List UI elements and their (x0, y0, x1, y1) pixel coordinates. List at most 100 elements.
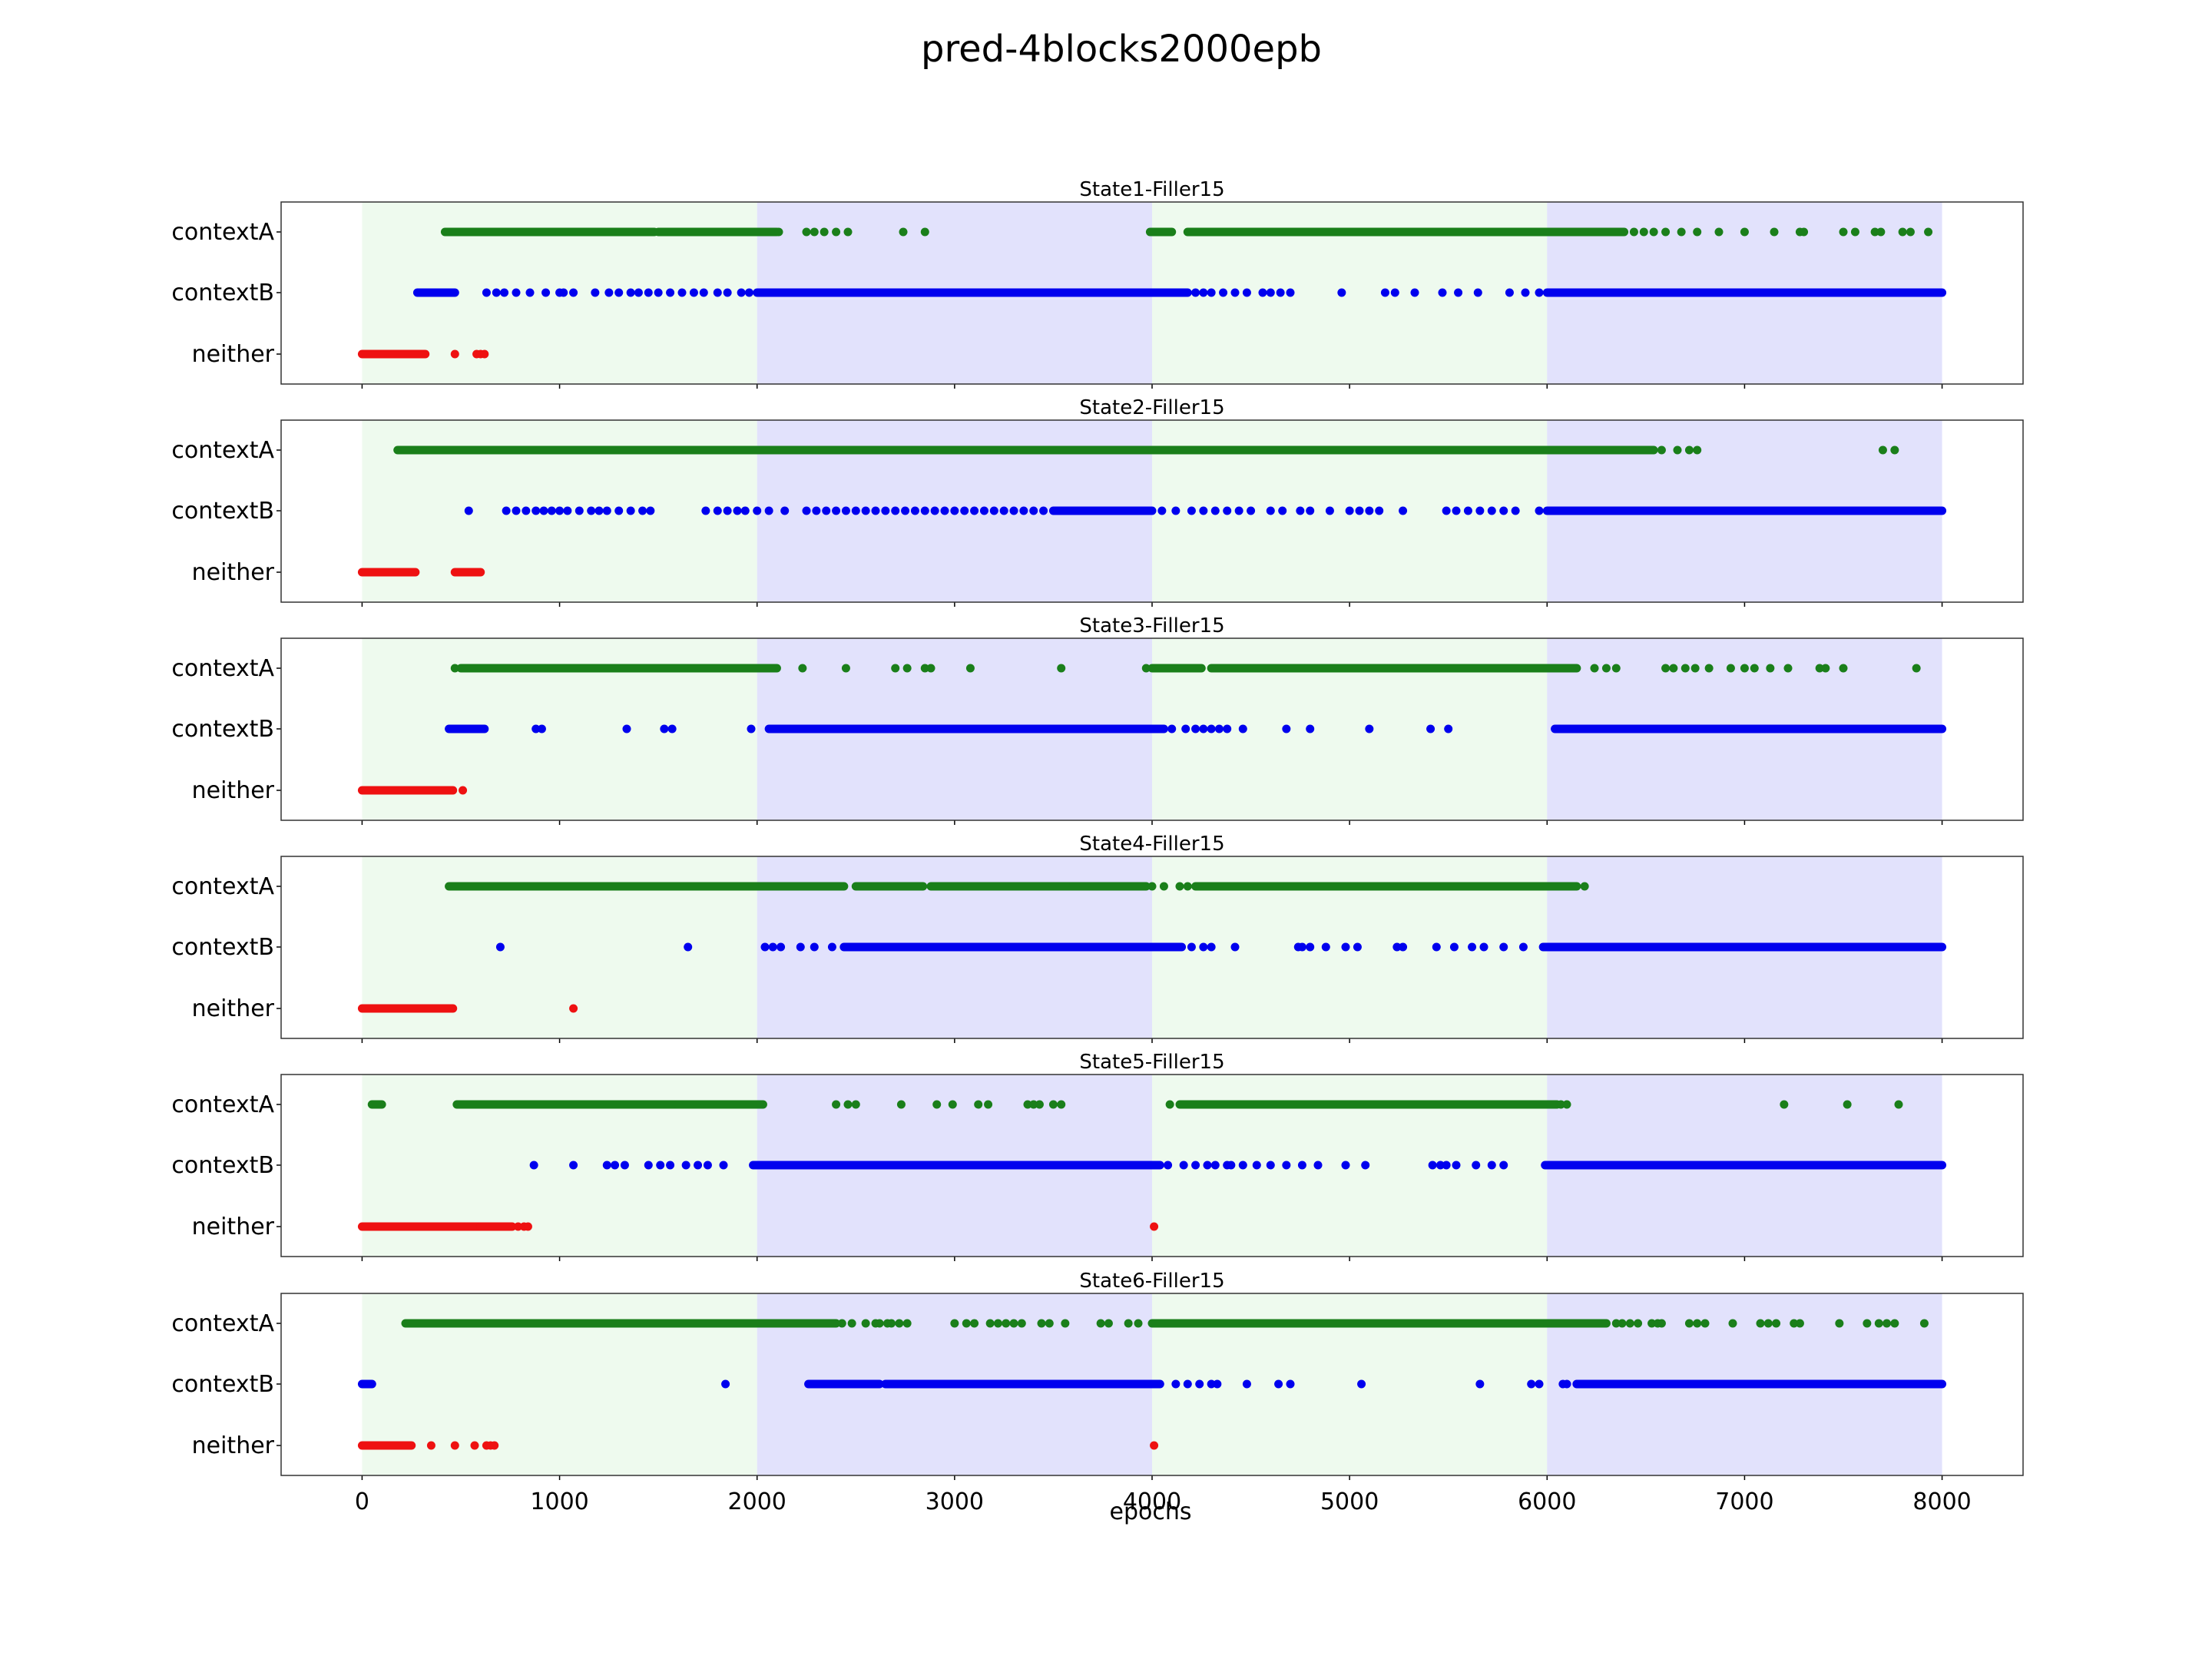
point-contextB (1278, 506, 1287, 515)
chart-title: pred-4blocks2000epb (921, 28, 1322, 71)
point-contextB (1029, 506, 1038, 515)
point-contextB (1167, 724, 1177, 733)
point-contextB (1210, 1161, 1220, 1170)
point-contextB (547, 506, 556, 515)
panels: State1-Filler15contextAcontextBneitherSt… (171, 178, 2024, 1480)
panel-frame (280, 419, 2024, 603)
panel-6: State6-Filler15 contextA contextB neither (171, 1270, 2024, 1480)
point-contextB (495, 942, 505, 952)
panel-title: State3-Filler15 (1079, 614, 1224, 637)
point-contextB (1227, 1161, 1236, 1170)
point-contextB (602, 506, 611, 515)
point-contextB (1164, 1161, 1173, 1170)
panel-frame (280, 637, 2024, 821)
point-contextB (1191, 724, 1200, 733)
panel-3: State3-Filler15 contextA contextB neither (171, 614, 2024, 825)
point-contextB (656, 1161, 665, 1170)
point-contextA (1634, 1319, 1643, 1328)
point-contextB (689, 288, 698, 297)
point-contextB (780, 506, 790, 515)
point-contextB (802, 506, 811, 515)
point-contextA (1924, 227, 1933, 237)
point-contextA (895, 1319, 904, 1328)
point-contextB (1210, 506, 1220, 515)
point-contextB (1499, 942, 1508, 952)
point-contextA (1883, 1319, 1892, 1328)
point-contextB (677, 288, 687, 297)
point-contextB (812, 506, 821, 515)
point-contextA (1159, 882, 1168, 891)
point-contextB (1475, 506, 1485, 515)
point-contextB (614, 288, 624, 297)
x-tick-label: 4000 (1123, 1488, 1181, 1515)
point-contextA (896, 1100, 906, 1109)
point-contextB (777, 942, 786, 952)
point-neither (514, 1222, 523, 1231)
row-label-contextB: contextB (171, 1371, 274, 1398)
point-contextA (887, 1319, 896, 1328)
row-label-neither: neither (192, 777, 275, 804)
point-contextB (559, 288, 568, 297)
row-label-contextA: contextA (171, 873, 274, 900)
point-contextB (979, 506, 988, 515)
point-contextA (1684, 1319, 1694, 1328)
point-contextB (644, 288, 653, 297)
point-contextB (1207, 1379, 1216, 1389)
point-contextB (1258, 288, 1267, 297)
point-neither (1150, 1222, 1159, 1231)
point-contextB (482, 288, 491, 297)
point-contextB (694, 1161, 703, 1170)
point-contextB (1223, 506, 1232, 515)
point-contextB (744, 288, 753, 297)
point-contextA (1780, 1100, 1789, 1109)
point-contextB (666, 1161, 675, 1170)
point-contextB (464, 506, 473, 515)
point-contextB (654, 288, 663, 297)
point-contextB (1242, 1379, 1251, 1389)
panel-frame (280, 856, 2024, 1039)
point-contextB (1435, 1161, 1445, 1170)
point-contextB (1214, 724, 1224, 733)
point-contextA (1876, 227, 1886, 237)
point-contextA (1700, 1319, 1710, 1328)
point-contextB (1452, 1161, 1461, 1170)
point-contextB (1183, 1379, 1192, 1389)
point-contextA (985, 1319, 995, 1328)
point-contextB (1341, 942, 1350, 952)
point-contextB (1199, 506, 1208, 515)
point-contextB (1337, 288, 1346, 297)
point-contextA (1562, 1100, 1571, 1109)
point-contextB (626, 506, 635, 515)
point-contextA (1590, 664, 1599, 673)
point-contextA (920, 664, 929, 673)
point-contextB (1306, 506, 1315, 515)
x-axis-label: epochs (1110, 1498, 1192, 1525)
point-contextB (1266, 1161, 1275, 1170)
point-contextB (1345, 506, 1354, 515)
point-contextA (1639, 227, 1648, 237)
point-contextA (1037, 1319, 1046, 1328)
panel-title: State4-Filler15 (1079, 833, 1224, 856)
point-contextA (798, 664, 807, 673)
point-contextA (1870, 227, 1879, 237)
point-contextB (1207, 288, 1216, 297)
point-contextB (622, 724, 631, 733)
point-neither (1150, 1441, 1159, 1450)
point-contextB (920, 506, 929, 515)
point-contextA (1183, 882, 1192, 891)
point-contextB (1019, 506, 1028, 515)
point-contextB (1535, 1379, 1544, 1389)
point-neither (480, 349, 489, 359)
point-contextB (1313, 1161, 1323, 1170)
point-contextB (1487, 506, 1496, 515)
panel-frame (280, 1293, 2024, 1476)
point-contextB (1181, 724, 1190, 733)
point-contextB (1399, 942, 1408, 952)
point-contextB (1199, 288, 1208, 297)
point-contextB (492, 288, 501, 297)
point-contextB (1399, 506, 1408, 515)
x-tick-label: 5000 (1320, 1488, 1379, 1515)
panel-4: State4-Filler15 contextA contextB neither (171, 833, 2024, 1043)
point-contextB (1355, 506, 1364, 515)
point-contextB (646, 506, 655, 515)
